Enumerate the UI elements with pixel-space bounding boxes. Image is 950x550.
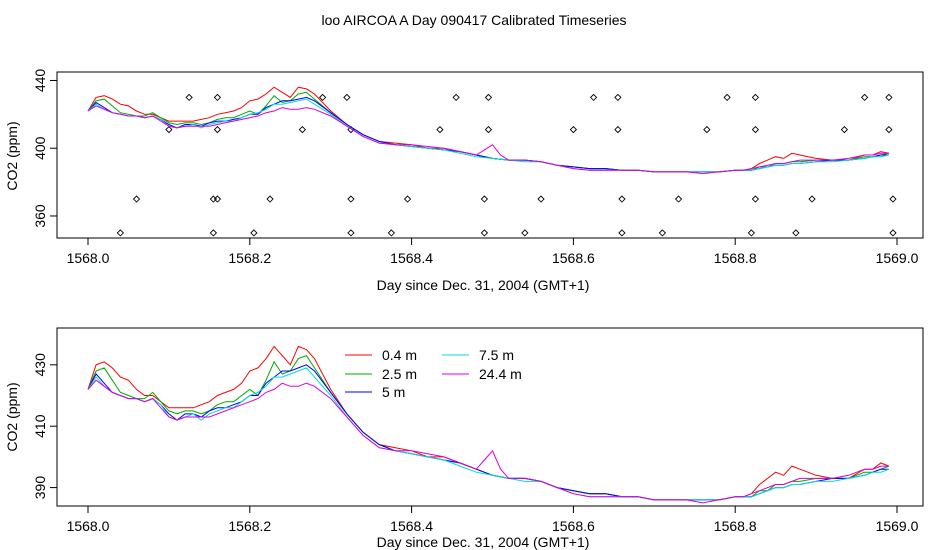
calibration-marker: [703, 125, 711, 134]
calibration-marker: [250, 229, 258, 237]
calibration-marker: [889, 195, 897, 203]
calibration-marker: [751, 125, 760, 134]
top-y-axis: 360 400 440: [32, 69, 57, 228]
calibration-marker: [885, 125, 893, 134]
bottom-plot-frame: [56, 327, 924, 507]
calibration-marker: [347, 195, 355, 203]
calibration-marker: [537, 195, 545, 203]
bottom-x-axis-label: Day since Dec. 31, 2004 (GMT+1): [377, 534, 590, 550]
calibration-marker: [484, 125, 493, 134]
calibration-marker: [132, 195, 141, 203]
y-tick-label: 360: [32, 204, 48, 228]
series-line-7-5-m: [87, 367, 890, 501]
series-line-0-4-m: [87, 345, 890, 501]
y-tick-label: 430: [32, 353, 48, 377]
series-line-0-4-m: [87, 86, 890, 173]
calibration-marker: [347, 229, 355, 237]
top-x-axis: 1568.0 1568.2 1568.4 1568.6 1568.8 1569.0: [67, 238, 919, 266]
series-line-24-4-m: [87, 379, 889, 504]
top-plot-frame: [56, 71, 924, 239]
x-tick-label: 1568.2: [228, 518, 271, 534]
series-line-24-4-m: [87, 105, 889, 175]
calibration-marker: [480, 229, 489, 237]
top-series: [87, 86, 890, 175]
calibration-marker: [387, 229, 396, 237]
calibration-marker: [658, 229, 667, 237]
calibration-marker: [185, 93, 193, 102]
calibration-marker: [403, 195, 412, 203]
calibration-marker: [209, 229, 218, 237]
calibration-marker: [751, 195, 760, 203]
top-panel: Day since Dec. 31, 2004 (GMT+1) CO2 (ppm…: [4, 69, 924, 293]
calibration-marker: [318, 93, 327, 102]
calibration-marker: [343, 93, 351, 102]
x-tick-label: 1568.0: [67, 518, 110, 534]
calibration-marker: [618, 229, 626, 237]
x-tick-label: 1568.6: [552, 250, 595, 266]
x-tick-label: 1568.6: [552, 518, 595, 534]
calibration-marker: [747, 229, 756, 237]
calibration-marker: [792, 229, 800, 237]
calibration-marker: [885, 93, 893, 102]
x-tick-label: 1569.0: [876, 250, 919, 266]
calibration-marker: [889, 229, 897, 237]
x-tick-label: 1568.4: [390, 518, 433, 534]
calibration-marker: [165, 125, 173, 134]
top-y-axis-label: CO2 (ppm): [4, 121, 20, 190]
legend-label: 5 m: [382, 384, 405, 400]
calibration-marker: [808, 195, 816, 203]
legend-label: 0.4 m: [382, 347, 417, 363]
bottom-y-axis-label: CO2 (ppm): [4, 382, 20, 451]
x-tick-label: 1568.8: [714, 250, 757, 266]
x-tick-label: 1568.8: [714, 518, 757, 534]
y-tick-label: 410: [32, 414, 48, 438]
calibration-marker: [436, 125, 444, 134]
calibration-marker: [452, 93, 460, 102]
calibration-marker: [480, 195, 489, 203]
calibration-marker: [213, 93, 222, 102]
chart-title: loo AIRCOA A Day 090417 Calibrated Times…: [321, 12, 626, 28]
top-x-axis-label: Day since Dec. 31, 2004 (GMT+1): [377, 277, 590, 293]
x-tick-label: 1569.0: [876, 518, 919, 534]
bottom-panel: Day since Dec. 31, 2004 (GMT+1) CO2 (ppm…: [4, 327, 924, 550]
x-tick-label: 1568.0: [67, 250, 110, 266]
series-line-7-5-m: [87, 98, 890, 173]
series-line-5-m: [87, 364, 889, 501]
calibration-marker: [589, 93, 598, 102]
calibration-marker: [484, 93, 493, 102]
calibration-marker: [213, 125, 222, 134]
legend: 0.4 m 2.5 m 5 m 7.5 m 24.4 m: [345, 347, 522, 400]
legend-label: 2.5 m: [382, 366, 417, 382]
x-tick-label: 1568.4: [390, 250, 433, 266]
legend-label: 24.4 m: [479, 366, 522, 382]
calibration-marker: [618, 195, 626, 203]
calibration-marker: [723, 93, 731, 102]
calibration-marker: [298, 125, 307, 134]
bottom-y-axis: 390 410 430: [32, 353, 57, 499]
calibration-marker: [614, 125, 622, 134]
legend-label: 7.5 m: [479, 347, 514, 363]
calibration-marker: [861, 93, 869, 102]
calibration-marker: [521, 229, 529, 237]
calibration-marker: [614, 93, 622, 102]
calibration-marker: [840, 125, 849, 134]
y-tick-label: 390: [32, 476, 48, 500]
y-tick-label: 440: [32, 69, 48, 93]
calibration-marker: [266, 195, 274, 203]
bottom-series: [87, 345, 890, 504]
x-tick-label: 1568.2: [228, 250, 271, 266]
calibration-marker: [213, 195, 222, 203]
calibration-marker: [569, 125, 578, 134]
y-tick-label: 400: [32, 136, 48, 160]
calibration-marker: [209, 195, 218, 203]
calibration-marker: [116, 229, 124, 237]
calibration-marker: [674, 195, 683, 203]
bottom-x-axis: 1568.0 1568.2 1568.4 1568.6 1568.8 1569.0: [67, 506, 919, 534]
calibration-marker: [751, 93, 760, 102]
series-line-5-m: [87, 96, 889, 173]
